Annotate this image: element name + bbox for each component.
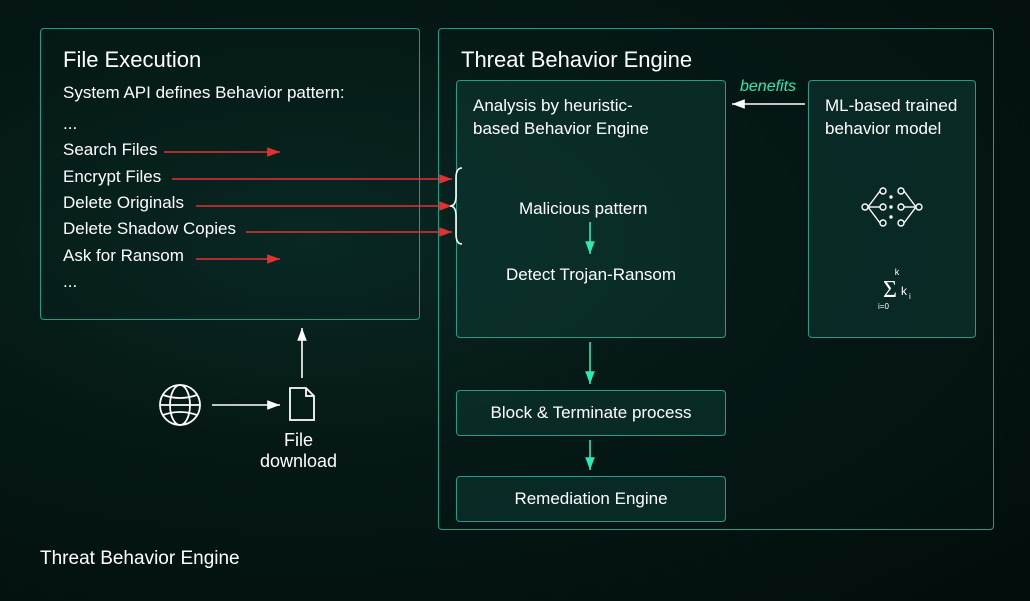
api-item: Delete Shadow Copies [63, 216, 397, 242]
remediation-box: Remediation Engine [456, 476, 726, 522]
globe-icon [158, 383, 202, 427]
api-item: Delete Originals [63, 190, 397, 216]
sigma-icon: k Σ i=0 k i [875, 267, 919, 311]
api-item: Ask for Ransom [63, 243, 397, 269]
api-subtitle: System API defines Behavior pattern: [41, 79, 419, 107]
svg-text:i=0: i=0 [878, 302, 889, 311]
malicious-pattern-label: Malicious pattern [519, 199, 709, 219]
svg-text:k: k [895, 267, 900, 277]
ml-model-title: ML-based trained behavior model [809, 81, 975, 151]
api-item: ... [63, 269, 397, 295]
remediation-label: Remediation Engine [514, 489, 667, 509]
api-item: ... [63, 111, 397, 137]
benefits-label: benefits [740, 78, 796, 96]
api-list: ... Search Files Encrypt Files Delete Or… [41, 107, 419, 311]
file-execution-title: File Execution [41, 29, 419, 79]
svg-text:Σ: Σ [883, 277, 897, 303]
svg-text:i: i [909, 292, 911, 301]
file-execution-panel: File Execution System API defines Behavi… [40, 28, 420, 320]
api-item: Search Files [63, 137, 397, 163]
svg-text:k: k [901, 284, 908, 298]
file-download-label: File download [260, 430, 337, 472]
bottom-caption: Threat Behavior Engine [40, 548, 240, 570]
ml-model-box: ML-based trained behavior model k Σ i=0 … [808, 80, 976, 338]
analysis-box: Analysis by heuristic- based Behavior En… [456, 80, 726, 338]
block-terminate-box: Block & Terminate process [456, 390, 726, 436]
api-item: Encrypt Files [63, 164, 397, 190]
block-terminate-label: Block & Terminate process [491, 403, 692, 423]
analysis-title: Analysis by heuristic- based Behavior En… [457, 81, 725, 151]
detect-label: Detect Trojan-Ransom [457, 265, 725, 285]
neural-net-icon [857, 179, 929, 235]
threat-engine-title: Threat Behavior Engine [439, 29, 993, 79]
file-icon [288, 386, 316, 422]
